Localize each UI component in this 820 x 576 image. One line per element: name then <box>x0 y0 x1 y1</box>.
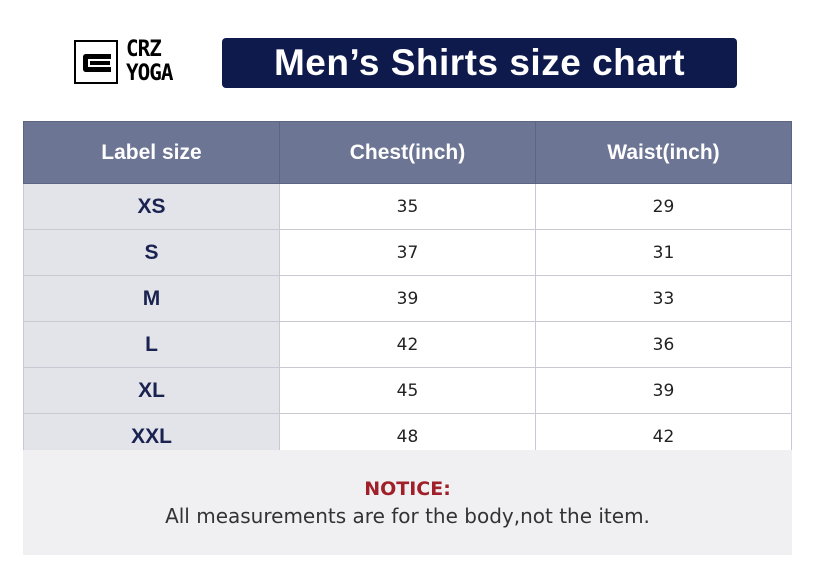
cell-waist: 39 <box>535 367 792 414</box>
cell-waist: 31 <box>535 229 792 276</box>
table-row: S 37 31 <box>23 229 792 276</box>
cell-size: M <box>23 275 280 322</box>
table-row: XL 45 39 <box>23 367 792 414</box>
cell-waist: 33 <box>535 275 792 322</box>
cell-size: XS <box>23 183 280 230</box>
table-row: XS 35 29 <box>23 183 792 230</box>
cell-size: L <box>23 321 280 368</box>
header-label-size: Label size <box>23 121 280 184</box>
header-chest: Chest(inch) <box>279 121 536 184</box>
cell-chest: 35 <box>279 183 536 230</box>
header-waist: Waist(inch) <box>535 121 792 184</box>
table-row: M 39 33 <box>23 275 792 322</box>
cell-size: XL <box>23 367 280 414</box>
table-header-row: Label size Chest(inch) Waist(inch) <box>23 121 792 184</box>
brand-logo-text: CRZ YOGA <box>126 38 173 86</box>
logo-line-1: CRZ <box>126 37 162 62</box>
logo-line-2: YOGA <box>126 61 173 86</box>
notice-heading: NOTICE: <box>364 478 451 500</box>
cell-waist: 29 <box>535 183 792 230</box>
cell-waist: 36 <box>535 321 792 368</box>
table-row: L 42 36 <box>23 321 792 368</box>
brand-logo-icon <box>74 40 118 84</box>
cell-chest: 42 <box>279 321 536 368</box>
cell-chest: 45 <box>279 367 536 414</box>
size-table: Label size Chest(inch) Waist(inch) XS 35 2… <box>23 121 792 460</box>
cell-size: S <box>23 229 280 276</box>
notice-box: NOTICE: All measurements are for the bod… <box>23 450 792 555</box>
page-title: Men’s Shirts size chart <box>222 38 737 88</box>
cell-chest: 39 <box>279 275 536 322</box>
cell-chest: 37 <box>279 229 536 276</box>
notice-body: All measurements are for the body,not th… <box>165 504 650 528</box>
